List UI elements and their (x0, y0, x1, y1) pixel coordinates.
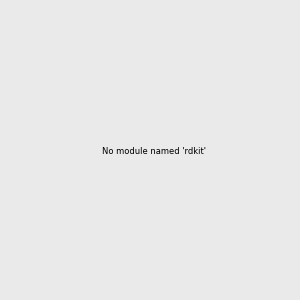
Text: No module named 'rdkit': No module named 'rdkit' (102, 147, 206, 156)
